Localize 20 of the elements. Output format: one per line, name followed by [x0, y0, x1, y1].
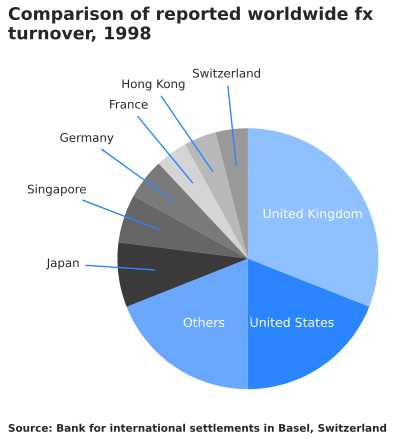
pie-slice: [134, 164, 248, 259]
slice-label: Japan: [46, 258, 79, 270]
pie-slice: [117, 242, 248, 307]
slice-label: Switzerland: [193, 68, 260, 78]
source-note: Source: Bank for international settlements in Basel, Switzerland: [8, 424, 386, 434]
slice-label: United Kingdom: [264, 208, 362, 221]
pie-slice: [185, 132, 248, 259]
chart-title: Comparison of reported worldwide fx turnover, 1998: [8, 6, 373, 42]
pie-slice: [118, 196, 248, 259]
slice-label: Singapore: [28, 184, 86, 196]
slice-label: Germany: [60, 133, 114, 144]
pie-slice: [158, 144, 248, 259]
slice-label: Others: [184, 317, 224, 328]
slice-label: France: [110, 100, 148, 109]
slice-label: United States: [250, 317, 334, 328]
slice-label: Hong Kong: [122, 79, 184, 91]
pie-slice: [215, 128, 248, 259]
pie-slice: [126, 258, 248, 390]
pie-slice: [248, 258, 370, 390]
pie-slice: [248, 128, 378, 307]
